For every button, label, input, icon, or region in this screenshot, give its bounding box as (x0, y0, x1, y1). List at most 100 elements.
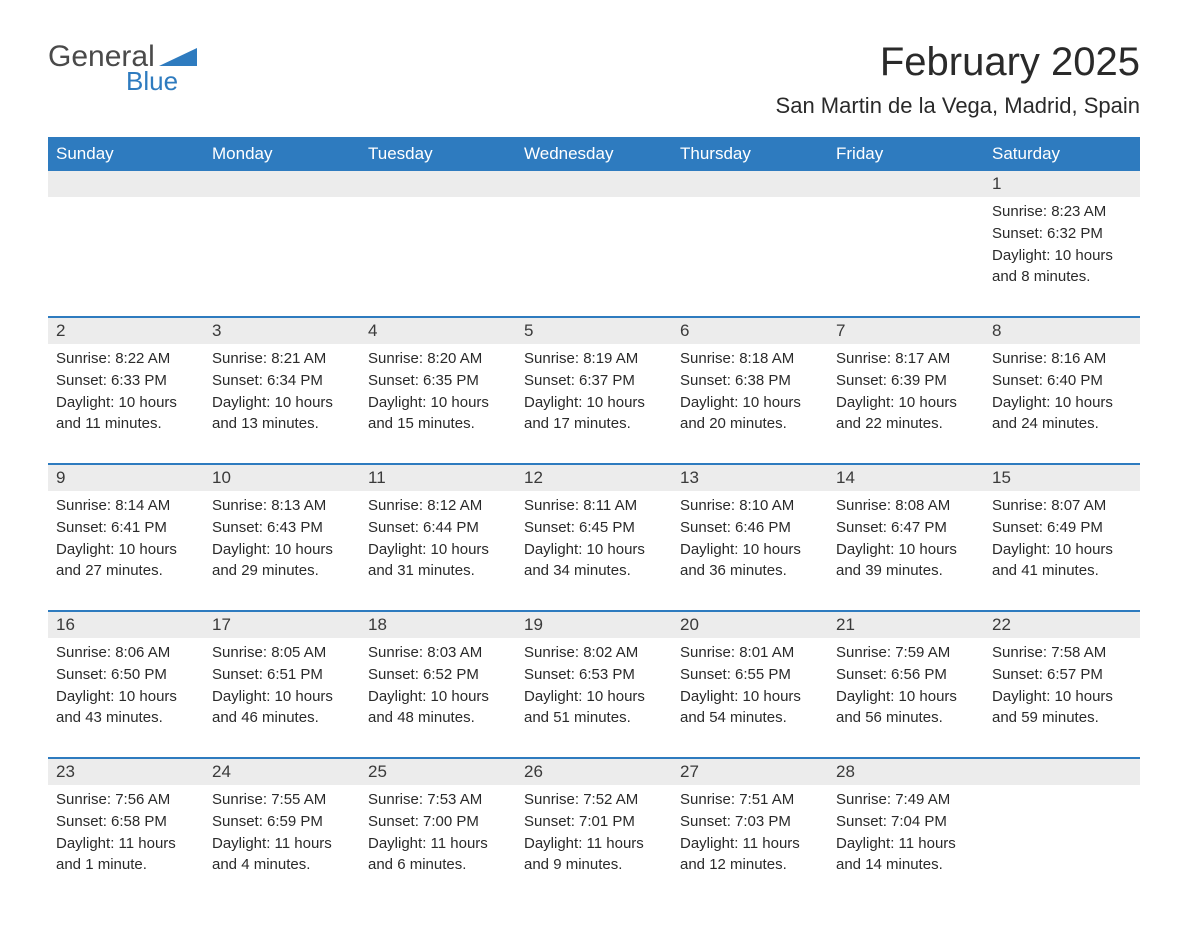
daylight-text: Daylight: 10 hours and 59 minutes. (992, 686, 1132, 728)
location: San Martin de la Vega, Madrid, Spain (776, 93, 1140, 119)
sunset-text: Sunset: 6:58 PM (56, 811, 196, 832)
sunset-text: Sunset: 6:34 PM (212, 370, 352, 391)
day-data-cell: Sunrise: 8:21 AMSunset: 6:34 PMDaylight:… (204, 344, 360, 464)
sunset-text: Sunset: 6:41 PM (56, 517, 196, 538)
sunrise-text: Sunrise: 7:49 AM (836, 789, 976, 810)
day-number-cell: 7 (828, 318, 984, 344)
daylight-text: Daylight: 11 hours and 1 minute. (56, 833, 196, 875)
day-number-cell: 8 (984, 318, 1140, 344)
header: General Blue February 2025 San Martin de… (48, 40, 1140, 119)
daylight-text: Daylight: 11 hours and 6 minutes. (368, 833, 508, 875)
day-number-cell: 24 (204, 759, 360, 785)
day-data-cell (360, 197, 516, 317)
day-data-cell: Sunrise: 8:10 AMSunset: 6:46 PMDaylight:… (672, 491, 828, 611)
sunset-text: Sunset: 7:01 PM (524, 811, 664, 832)
sunset-text: Sunset: 6:37 PM (524, 370, 664, 391)
day-number-row: 2345678 (48, 318, 1140, 344)
day-data-cell: Sunrise: 8:18 AMSunset: 6:38 PMDaylight:… (672, 344, 828, 464)
day-number-cell: 16 (48, 612, 204, 638)
day-data-row: Sunrise: 7:56 AMSunset: 6:58 PMDaylight:… (48, 785, 1140, 904)
day-header: Friday (828, 137, 984, 171)
day-header: Thursday (672, 137, 828, 171)
day-header: Saturday (984, 137, 1140, 171)
sunset-text: Sunset: 6:47 PM (836, 517, 976, 538)
day-data-cell: Sunrise: 8:07 AMSunset: 6:49 PMDaylight:… (984, 491, 1140, 611)
sunrise-text: Sunrise: 8:08 AM (836, 495, 976, 516)
sunrise-text: Sunrise: 7:59 AM (836, 642, 976, 663)
sunrise-text: Sunrise: 8:01 AM (680, 642, 820, 663)
daylight-text: Daylight: 10 hours and 8 minutes. (992, 245, 1132, 287)
sunrise-text: Sunrise: 7:52 AM (524, 789, 664, 810)
day-data-cell: Sunrise: 7:53 AMSunset: 7:00 PMDaylight:… (360, 785, 516, 904)
day-number-cell: 20 (672, 612, 828, 638)
day-data-cell: Sunrise: 8:17 AMSunset: 6:39 PMDaylight:… (828, 344, 984, 464)
day-number-cell (48, 171, 204, 197)
day-data-cell (672, 197, 828, 317)
day-number-cell: 18 (360, 612, 516, 638)
sunrise-text: Sunrise: 8:14 AM (56, 495, 196, 516)
day-header: Sunday (48, 137, 204, 171)
day-data-cell (48, 197, 204, 317)
daylight-text: Daylight: 10 hours and 17 minutes. (524, 392, 664, 434)
calendar-body: 1Sunrise: 8:23 AMSunset: 6:32 PMDaylight… (48, 171, 1140, 904)
day-number-cell: 11 (360, 465, 516, 491)
sunset-text: Sunset: 6:56 PM (836, 664, 976, 685)
day-data-cell: Sunrise: 8:08 AMSunset: 6:47 PMDaylight:… (828, 491, 984, 611)
daylight-text: Daylight: 10 hours and 34 minutes. (524, 539, 664, 581)
day-header: Wednesday (516, 137, 672, 171)
day-number-cell: 14 (828, 465, 984, 491)
sunrise-text: Sunrise: 8:22 AM (56, 348, 196, 369)
day-number-cell: 4 (360, 318, 516, 344)
day-number-row: 9101112131415 (48, 465, 1140, 491)
sunset-text: Sunset: 6:46 PM (680, 517, 820, 538)
day-number-cell (516, 171, 672, 197)
sunset-text: Sunset: 6:55 PM (680, 664, 820, 685)
daylight-text: Daylight: 10 hours and 39 minutes. (836, 539, 976, 581)
sunrise-text: Sunrise: 8:11 AM (524, 495, 664, 516)
day-data-cell: Sunrise: 7:52 AMSunset: 7:01 PMDaylight:… (516, 785, 672, 904)
day-number-cell: 22 (984, 612, 1140, 638)
sunset-text: Sunset: 7:00 PM (368, 811, 508, 832)
logo-text-blue: Blue (126, 66, 178, 97)
sunrise-text: Sunrise: 7:53 AM (368, 789, 508, 810)
daylight-text: Daylight: 11 hours and 12 minutes. (680, 833, 820, 875)
day-data-cell: Sunrise: 8:13 AMSunset: 6:43 PMDaylight:… (204, 491, 360, 611)
daylight-text: Daylight: 10 hours and 15 minutes. (368, 392, 508, 434)
day-data-cell (516, 197, 672, 317)
day-number-row: 16171819202122 (48, 612, 1140, 638)
day-data-row: Sunrise: 8:22 AMSunset: 6:33 PM Daylight:… (48, 344, 1140, 464)
daylight-text: Daylight: 10 hours and 20 minutes. (680, 392, 820, 434)
day-data-row: Sunrise: 8:06 AMSunset: 6:50 PMDaylight:… (48, 638, 1140, 758)
sunrise-text: Sunrise: 7:56 AM (56, 789, 196, 810)
sunset-text: Sunset: 6:53 PM (524, 664, 664, 685)
sunrise-text: Sunrise: 8:17 AM (836, 348, 976, 369)
day-number-cell (984, 759, 1140, 785)
day-number-cell: 23 (48, 759, 204, 785)
daylight-text: Daylight: 10 hours and 43 minutes. (56, 686, 196, 728)
day-number-cell: 9 (48, 465, 204, 491)
sunset-text: Sunset: 6:35 PM (368, 370, 508, 391)
daylight-text: Daylight: 10 hours and 29 minutes. (212, 539, 352, 581)
day-number-cell: 3 (204, 318, 360, 344)
day-number-cell: 6 (672, 318, 828, 344)
day-header-row: Sunday Monday Tuesday Wednesday Thursday… (48, 137, 1140, 171)
sunset-text: Sunset: 6:45 PM (524, 517, 664, 538)
sunset-text: Sunset: 6:43 PM (212, 517, 352, 538)
daylight-text: Daylight: 10 hours and 31 minutes. (368, 539, 508, 581)
sunrise-text: Sunrise: 8:05 AM (212, 642, 352, 663)
day-number-cell: 17 (204, 612, 360, 638)
daylight-text: Daylight: 10 hours and 51 minutes. (524, 686, 664, 728)
daylight-text: Daylight: 10 hours and 56 minutes. (836, 686, 976, 728)
sunrise-text: Sunrise: 8:20 AM (368, 348, 508, 369)
day-number-cell: 10 (204, 465, 360, 491)
day-number-cell: 13 (672, 465, 828, 491)
sunset-text: Sunset: 6:59 PM (212, 811, 352, 832)
daylight-text: Daylight: 10 hours and 46 minutes. (212, 686, 352, 728)
day-data-cell: Sunrise: 7:51 AMSunset: 7:03 PMDaylight:… (672, 785, 828, 904)
sunset-text: Sunset: 6:33 PM (56, 370, 196, 391)
day-data-row: Sunrise: 8:14 AMSunset: 6:41 PM Daylight:… (48, 491, 1140, 611)
daylight-text: Daylight: 10 hours and 48 minutes. (368, 686, 508, 728)
day-data-cell (204, 197, 360, 317)
sunrise-text: Sunrise: 7:55 AM (212, 789, 352, 810)
calendar-table: Sunday Monday Tuesday Wednesday Thursday… (48, 137, 1140, 904)
